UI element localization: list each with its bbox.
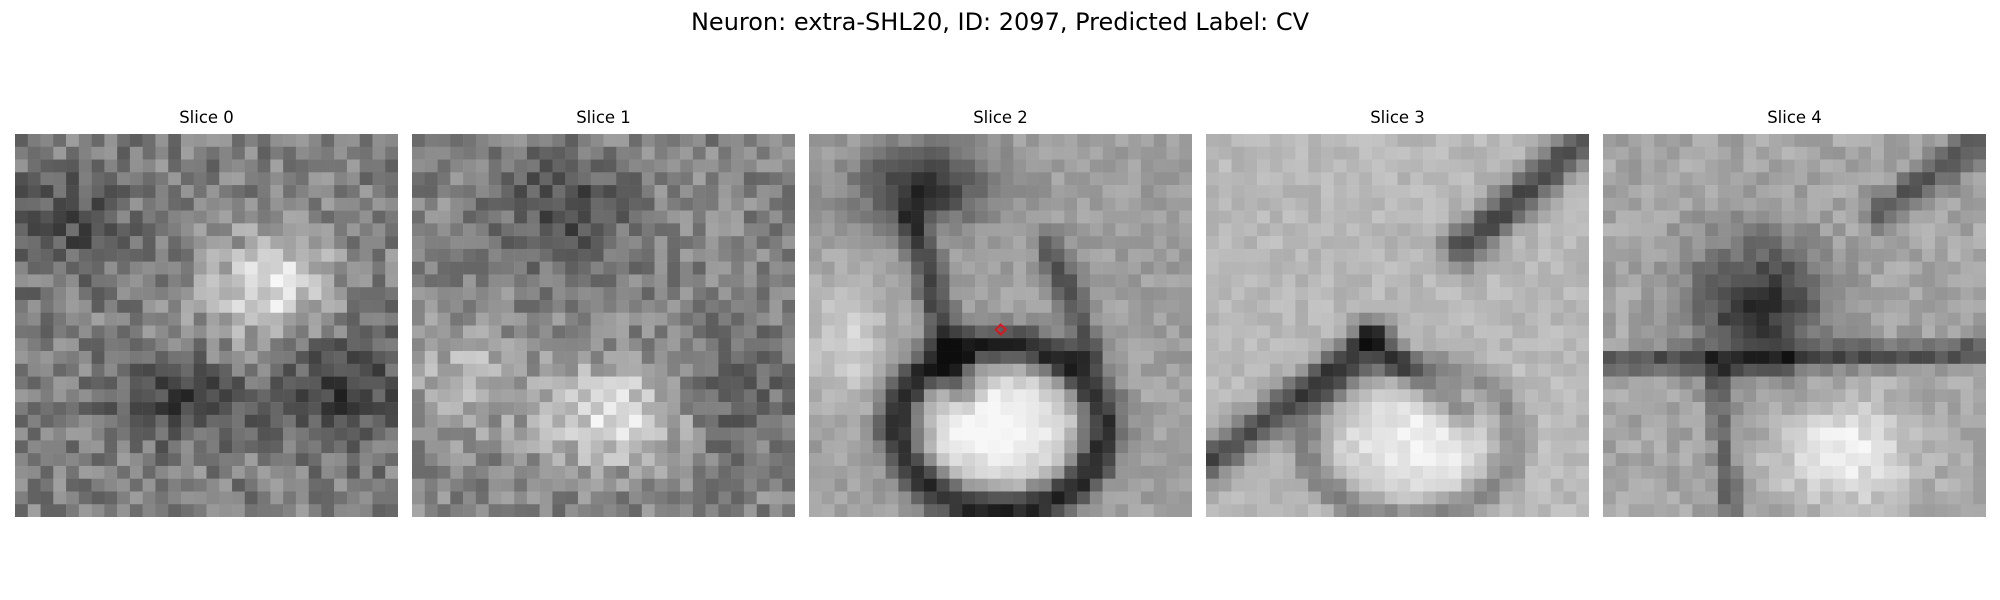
slice-title: Slice 1 [576, 108, 631, 127]
slice-image [1603, 134, 1986, 517]
slice-title: Slice 0 [179, 108, 234, 127]
slice-title: Slice 4 [1767, 108, 1822, 127]
slice-image [412, 134, 795, 517]
slice-panel-2: Slice 2 [809, 108, 1192, 517]
slice-title: Slice 3 [1370, 108, 1425, 127]
slice-panel-0: Slice 0 [15, 108, 398, 517]
slice-image [15, 134, 398, 517]
slice-panel-1: Slice 1 [412, 108, 795, 517]
slice-panel-4: Slice 4 [1603, 108, 1986, 517]
slice-image [1206, 134, 1589, 517]
slice-panel-3: Slice 3 [1206, 108, 1589, 517]
slice-title: Slice 2 [973, 108, 1028, 127]
figure-title: Neuron: extra-SHL20, ID: 2097, Predicted… [690, 8, 1310, 36]
slice-image [809, 134, 1192, 517]
